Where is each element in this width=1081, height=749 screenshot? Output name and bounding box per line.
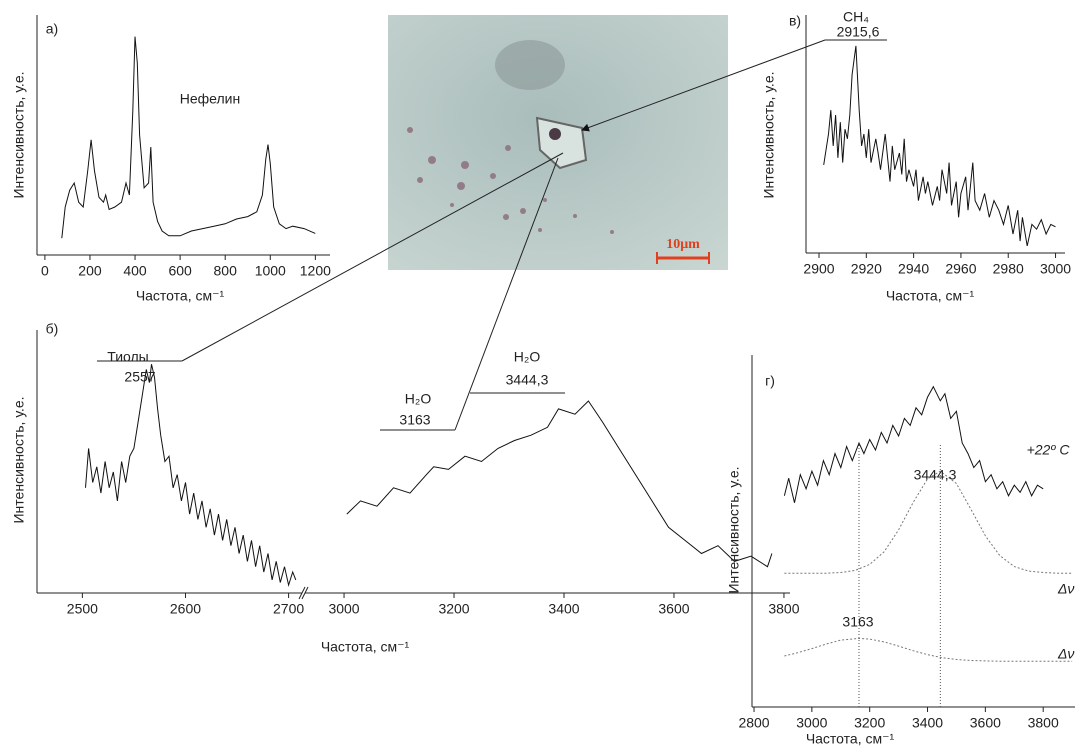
x-tick-label: 3600 [658, 601, 689, 617]
annotation: 2557 [124, 369, 155, 385]
annotation: CH₄ [843, 9, 869, 25]
annotation: 2915,6 [837, 24, 880, 40]
annotation: H₂O [514, 349, 541, 365]
panel-label: а) [46, 21, 58, 37]
x-tick-label: 2960 [945, 261, 976, 277]
x-tick-label: 2600 [170, 601, 201, 617]
x-axis-label: Частота, см⁻¹ [886, 288, 975, 304]
x-tick-label: 2900 [803, 261, 834, 277]
x-tick-label: 1200 [300, 263, 331, 279]
spectrum-line [61, 36, 316, 239]
y-axis-label: Интенсивность, у.е. [11, 397, 27, 524]
x-tick-label: 200 [78, 263, 102, 279]
axis-break [298, 586, 306, 600]
scale-label: 10μm [666, 237, 700, 252]
x-tick-label: 2800 [738, 715, 769, 731]
spectrum-line [784, 470, 1073, 574]
axis-break [301, 586, 309, 600]
annotation: Δν [1057, 581, 1074, 597]
annotation: Тиолы [107, 349, 148, 365]
annotation: 3444,3 [914, 467, 957, 483]
y-axis-label: Интенсивность, у.е. [11, 72, 27, 199]
panel-label: г) [765, 373, 775, 389]
annotation: Нефелин [180, 91, 240, 107]
x-tick-label: 3000 [1040, 261, 1071, 277]
x-tick-label: 3800 [768, 601, 799, 617]
x-tick-label: 3000 [796, 715, 827, 731]
y-axis-label: Интенсивность, у.е. [761, 72, 777, 199]
x-tick-label: 2920 [851, 261, 882, 277]
panel-label: б) [46, 321, 59, 337]
spectrum-line [783, 385, 1044, 503]
x-tick-label: 2980 [993, 261, 1024, 277]
spectrum-line [784, 637, 1073, 662]
panel-label: в) [789, 13, 801, 29]
x-tick-label: 2500 [67, 601, 98, 617]
x-tick-label: 0 [41, 263, 49, 279]
annotation: Δν [1057, 646, 1074, 662]
x-tick-label: 3200 [438, 601, 469, 617]
x-axis-label: Частота, см⁻¹ [806, 731, 895, 747]
x-axis-label: Частота, см⁻¹ [136, 288, 225, 304]
x-tick-label: 3400 [548, 601, 579, 617]
spectrum-line [346, 400, 773, 568]
x-tick-label: 2940 [898, 261, 929, 277]
annotation: 3163 [399, 412, 430, 428]
micrograph: 10μm [388, 15, 728, 270]
x-tick-label: 3400 [912, 715, 943, 731]
annotation: 3163 [842, 614, 873, 630]
annotation: 3444,3 [506, 372, 549, 388]
x-tick-label: 3200 [854, 715, 885, 731]
spectrum-line [823, 45, 1056, 247]
x-tick-label: 3800 [1028, 715, 1059, 731]
x-tick-label: 2700 [273, 601, 304, 617]
x-tick-label: 3600 [970, 715, 1001, 731]
x-tick-label: 1000 [255, 263, 286, 279]
x-tick-label: 400 [123, 263, 147, 279]
x-tick-label: 3000 [328, 601, 359, 617]
x-tick-label: 800 [214, 263, 238, 279]
annotation: H₂O [405, 391, 432, 407]
annotation: +22º C [1027, 442, 1071, 458]
y-axis-label: Интенсивность, у.е. [726, 467, 742, 594]
x-tick-label: 600 [168, 263, 192, 279]
x-axis-label: Частота, см⁻¹ [321, 639, 410, 655]
connectors [97, 39, 887, 431]
spectrum-line [85, 364, 297, 588]
